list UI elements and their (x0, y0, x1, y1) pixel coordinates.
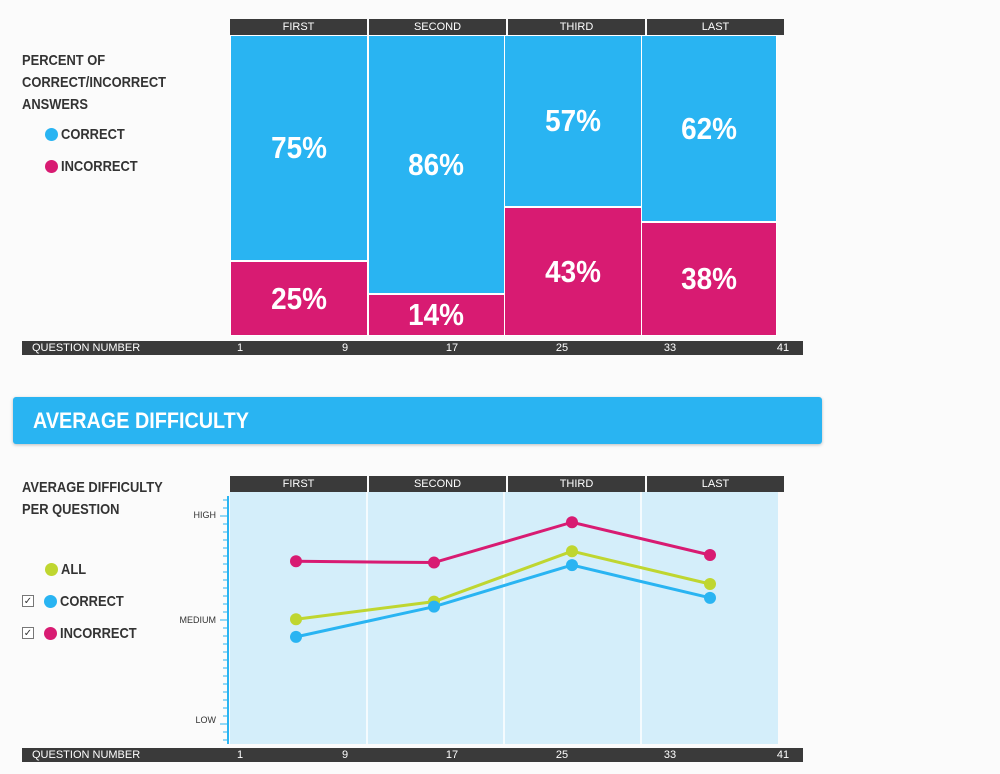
legend-item-correct[interactable]: CORRECT (45, 124, 150, 144)
chart1-x-axis: QUESTION NUMBER 1 9 17 25 33 41 (22, 341, 803, 355)
legend-label: INCORRECT (60, 624, 137, 642)
x-tick: 9 (341, 342, 349, 354)
bar-incorrect-third[interactable]: 43% (504, 207, 642, 336)
x-tick: 33 (663, 749, 677, 761)
legend-item-correct[interactable]: ✓ CORRECT (22, 591, 149, 611)
x-tick: 17 (445, 342, 459, 354)
chart2-header-third: THIRD (508, 476, 645, 492)
bar-label: 25% (271, 280, 327, 316)
x-tick: 41 (776, 342, 790, 354)
all-dot-icon (45, 562, 58, 576)
banner-title: AVERAGE DIFFICULTY (33, 408, 249, 433)
incorrect-dot-icon (45, 159, 58, 173)
bar-correct-last[interactable]: 62% (641, 35, 777, 222)
line-all (295, 549, 711, 621)
chart2-legend: ALL ✓ CORRECT ✓ INCORRECT (22, 559, 149, 643)
point-incorrect-first[interactable] (290, 555, 302, 568)
section-banner: AVERAGE DIFFICULTY (13, 397, 822, 444)
chart2-x-axis: QUESTION NUMBER 1 9 17 25 33 41 (22, 748, 803, 762)
point-correct-second[interactable] (428, 600, 440, 613)
legend-item-incorrect[interactable]: INCORRECT (45, 156, 150, 176)
chart1-title: PERCENT OF CORRECT/INCORRECT ANSWERS (22, 50, 190, 116)
legend-label: INCORRECT (61, 157, 138, 175)
bar-correct-third[interactable]: 57% (504, 35, 642, 207)
x-tick: 1 (236, 749, 244, 761)
legend-label: ALL (61, 560, 87, 578)
bar-incorrect-first[interactable]: 25% (230, 261, 368, 336)
correct-dot-icon (45, 127, 58, 141)
chart1-title-line: CORRECT/INCORRECT (22, 74, 167, 91)
chart1-header-last: LAST (647, 19, 784, 35)
chart2-header-last: LAST (647, 476, 784, 492)
bar-label: 86% (408, 146, 465, 182)
chart2-header-first: FIRST (230, 476, 367, 492)
bar-label: 57% (545, 103, 601, 138)
point-all-last[interactable] (704, 577, 716, 590)
chart1-legend: CORRECT INCORRECT (45, 124, 150, 176)
point-correct-last[interactable] (704, 591, 716, 604)
bar-incorrect-last[interactable]: 38% (641, 222, 777, 336)
bar-correct-second[interactable]: 86% (368, 35, 505, 294)
point-correct-third[interactable] (566, 559, 578, 572)
x-tick: 9 (341, 749, 349, 761)
point-all-first[interactable] (290, 613, 302, 626)
chart1-header-first: FIRST (230, 19, 367, 35)
bar-label: 14% (408, 297, 465, 332)
x-tick: 25 (555, 342, 569, 354)
y-label-high: HIGH (193, 510, 217, 520)
chart1-title-line: PERCENT OF (22, 52, 106, 69)
correct-checkbox[interactable]: ✓ (22, 595, 34, 607)
chart2-title-line: AVERAGE DIFFICULTY (22, 479, 163, 496)
chart2-title: AVERAGE DIFFICULTY PER QUESTION (22, 477, 186, 521)
y-label-low: LOW (195, 715, 216, 725)
line-incorrect (295, 520, 711, 565)
chart2-plot (220, 492, 778, 744)
bar-label: 43% (545, 253, 601, 289)
x-tick: 1 (236, 342, 244, 354)
chart2-title-line: PER QUESTION (22, 501, 120, 518)
line-correct (295, 563, 711, 639)
x-tick: 25 (555, 749, 569, 761)
x-axis-title: QUESTION NUMBER (32, 749, 141, 761)
chart1-title-line: ANSWERS (22, 96, 88, 113)
chart1-header-second: SECOND (369, 19, 506, 35)
legend-label: CORRECT (60, 592, 124, 610)
bar-label: 62% (681, 110, 737, 146)
point-incorrect-second[interactable] (428, 556, 440, 569)
bar-incorrect-second[interactable]: 14% (368, 294, 505, 336)
bar-label: 38% (681, 261, 737, 296)
legend-label: CORRECT (61, 125, 125, 143)
chart1-header-third: THIRD (508, 19, 645, 35)
incorrect-dot-icon (44, 626, 57, 640)
correct-dot-icon (44, 594, 57, 608)
legend-item-all[interactable]: ALL (22, 559, 149, 579)
legend-item-incorrect[interactable]: ✓ INCORRECT (22, 623, 149, 643)
bar-correct-first[interactable]: 75% (230, 35, 368, 261)
y-label-medium: MEDIUM (179, 615, 217, 625)
x-axis-title: QUESTION NUMBER (32, 342, 141, 354)
y-ticks (220, 499, 228, 741)
x-tick: 17 (445, 749, 459, 761)
point-all-third[interactable] (566, 545, 578, 558)
x-tick: 41 (776, 749, 790, 761)
point-incorrect-third[interactable] (566, 516, 578, 529)
incorrect-checkbox[interactable]: ✓ (22, 627, 34, 639)
chart2-header-second: SECOND (369, 476, 506, 492)
chart1-plot: 75% 25% 86% 14% 57% 43% 62% 38% (230, 35, 777, 336)
point-incorrect-last[interactable] (704, 549, 716, 561)
bar-label: 75% (271, 130, 327, 165)
point-correct-first[interactable] (290, 630, 302, 643)
x-tick: 33 (663, 342, 677, 354)
series-lines (290, 516, 716, 643)
